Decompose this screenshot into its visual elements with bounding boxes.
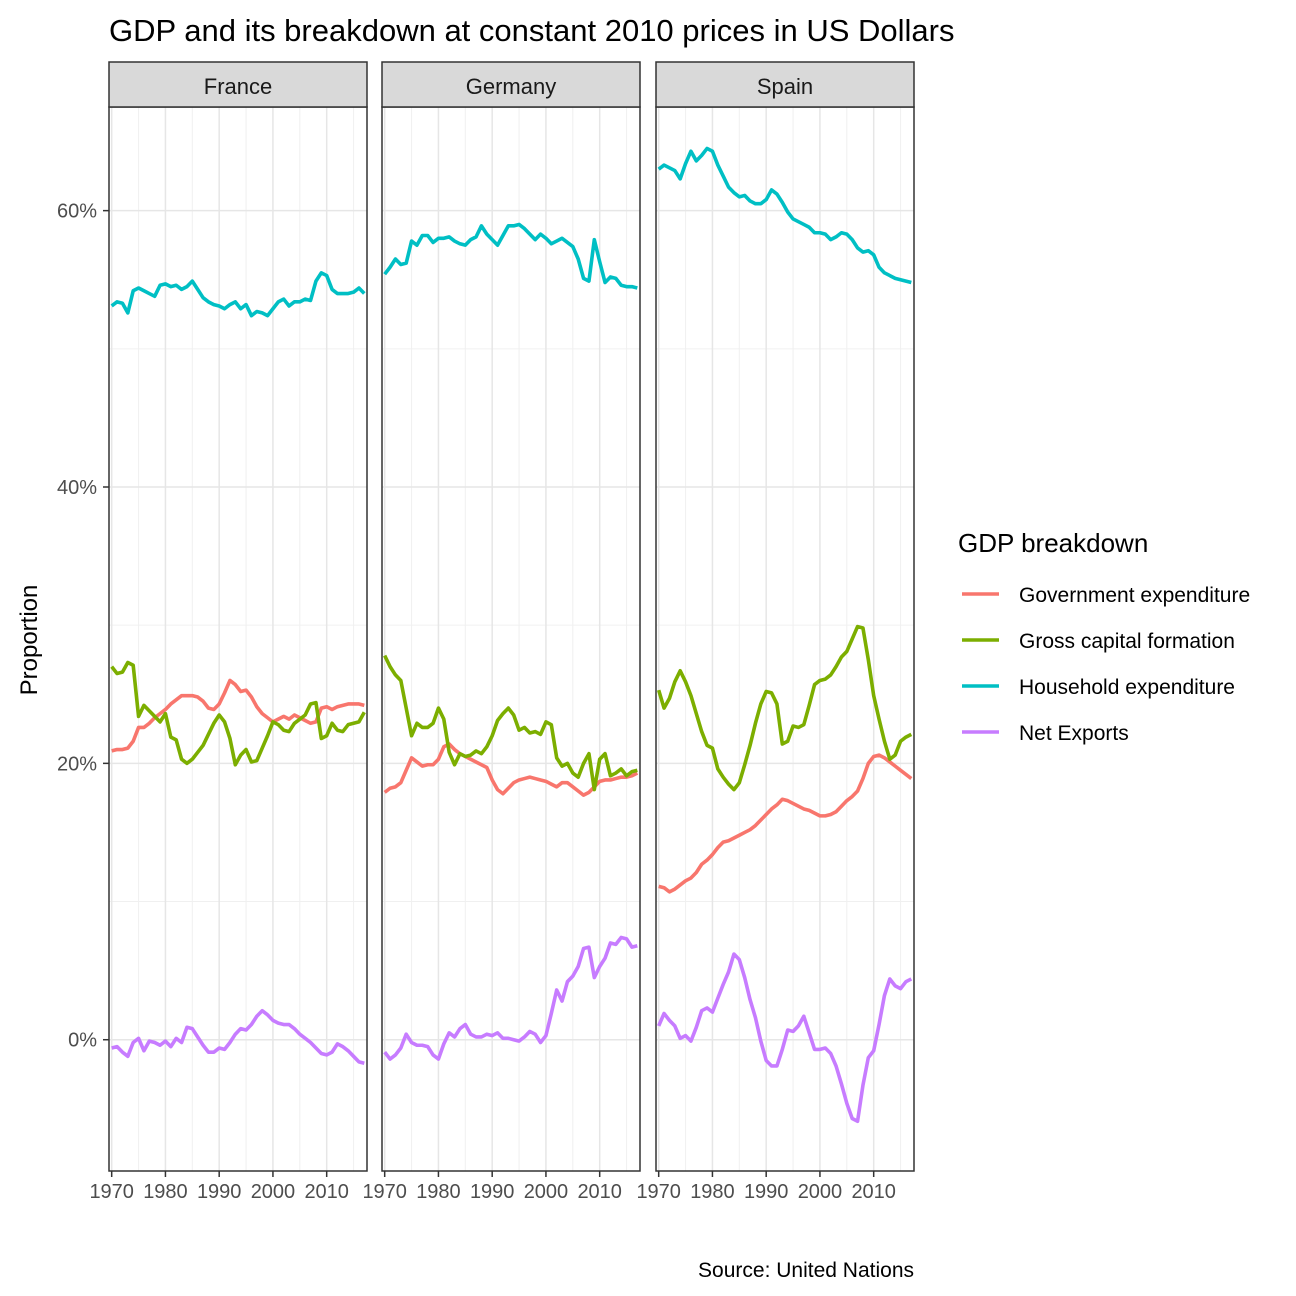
y-tick-label: 60% xyxy=(57,201,97,223)
series-line-household-expenditure xyxy=(657,146,912,285)
legend-label: Government expenditure xyxy=(1019,584,1250,607)
strip-background xyxy=(108,61,368,108)
x-tick-label: 1980 xyxy=(416,1181,461,1203)
strip-background xyxy=(381,61,641,108)
series-line-government-expenditure xyxy=(111,678,365,753)
x-tick-label: 2010 xyxy=(851,1181,896,1203)
x-tick-label: 2000 xyxy=(251,1181,296,1203)
series-line-household-expenditure xyxy=(110,271,366,318)
chart-title: GDP and its breakdown at constant 2010 p… xyxy=(109,13,954,48)
legend-label: Net Exports xyxy=(1019,722,1129,745)
x-tick-label: 1970 xyxy=(636,1181,681,1203)
x-tick-label: 2000 xyxy=(524,1181,569,1203)
strip-label: France xyxy=(204,74,272,99)
series-line-net-exports xyxy=(111,1008,365,1065)
series-line-net-exports xyxy=(657,952,913,1124)
legend-label: Household expenditure xyxy=(1019,676,1235,699)
series-line-gross-capital-formation xyxy=(656,624,913,792)
panel-spain: Spain 1970 1980 1990 2000 2010 xyxy=(636,61,915,1203)
series-line-gross-capital-formation xyxy=(383,654,638,792)
strip-label: Germany xyxy=(466,74,556,99)
chart-panels: France 1970 1980 1990 2000 2010 0% 20% 40% 60% Ger… xyxy=(57,61,915,1203)
x-tick-label: 1980 xyxy=(143,1181,188,1203)
panel-background xyxy=(382,107,640,1171)
series-line-government-expenditure xyxy=(658,753,913,894)
panel-background xyxy=(109,107,367,1171)
strip-background xyxy=(655,61,915,108)
y-tick-label: 40% xyxy=(57,477,97,499)
panel-background xyxy=(656,107,914,1171)
x-tick-label: 2000 xyxy=(798,1181,843,1203)
x-tick-label: 1990 xyxy=(744,1181,789,1203)
x-tick-label: 1990 xyxy=(470,1181,515,1203)
chart-caption: Source: United Nations xyxy=(698,1259,914,1282)
y-tick-label: 0% xyxy=(68,1030,97,1052)
series-line-household-expenditure xyxy=(383,222,638,290)
x-tick-label: 2010 xyxy=(577,1181,622,1203)
strip-label: Spain xyxy=(757,74,813,99)
x-tick-label: 2010 xyxy=(304,1181,349,1203)
panel-france: France 1970 1980 1990 2000 2010 0% 20% 40% 60% xyxy=(57,61,368,1203)
legend-label: Gross capital formation xyxy=(1019,630,1235,653)
legend: GDP breakdown Government expenditure Gros… xyxy=(958,528,1250,745)
legend-title: GDP breakdown xyxy=(958,528,1148,558)
x-tick-label: 1980 xyxy=(690,1181,735,1203)
y-axis-title: Proportion xyxy=(16,585,43,696)
x-tick-label: 1990 xyxy=(197,1181,242,1203)
x-tick-label: 1970 xyxy=(362,1181,407,1203)
series-line-gross-capital-formation xyxy=(110,660,366,767)
panel-germany: Germany 1970 1980 1990 2000 2010 xyxy=(362,61,641,1203)
series-line-net-exports xyxy=(383,935,638,1061)
y-tick-label: 20% xyxy=(57,753,97,775)
x-tick-label: 1970 xyxy=(89,1181,134,1203)
